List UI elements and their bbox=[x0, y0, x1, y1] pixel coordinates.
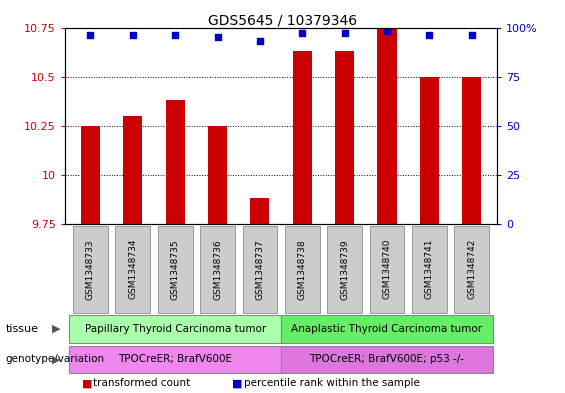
Text: GSM1348733: GSM1348733 bbox=[86, 239, 95, 299]
Text: tissue: tissue bbox=[6, 324, 38, 334]
Bar bbox=[462, 77, 481, 224]
FancyBboxPatch shape bbox=[242, 226, 277, 312]
Text: ▶: ▶ bbox=[52, 324, 61, 334]
Text: ■: ■ bbox=[232, 378, 242, 388]
Bar bbox=[250, 198, 270, 224]
FancyBboxPatch shape bbox=[327, 226, 362, 312]
Text: GSM1348742: GSM1348742 bbox=[467, 239, 476, 299]
FancyBboxPatch shape bbox=[281, 315, 493, 343]
Text: GDS5645 / 10379346: GDS5645 / 10379346 bbox=[208, 14, 357, 28]
FancyBboxPatch shape bbox=[285, 226, 320, 312]
FancyBboxPatch shape bbox=[370, 226, 405, 312]
Text: GSM1348738: GSM1348738 bbox=[298, 239, 307, 299]
Text: GSM1348740: GSM1348740 bbox=[383, 239, 392, 299]
FancyBboxPatch shape bbox=[69, 345, 281, 373]
Point bbox=[467, 32, 476, 39]
FancyBboxPatch shape bbox=[200, 226, 235, 312]
Text: GSM1348741: GSM1348741 bbox=[425, 239, 434, 299]
Point bbox=[213, 34, 222, 40]
Bar bbox=[166, 100, 185, 224]
Text: GSM1348734: GSM1348734 bbox=[128, 239, 137, 299]
Point bbox=[86, 32, 95, 39]
FancyBboxPatch shape bbox=[115, 226, 150, 312]
Bar bbox=[377, 28, 397, 224]
Point bbox=[171, 32, 180, 39]
Point bbox=[298, 30, 307, 37]
Point bbox=[425, 32, 434, 39]
Text: GSM1348735: GSM1348735 bbox=[171, 239, 180, 299]
Text: ■: ■ bbox=[82, 378, 93, 388]
Bar bbox=[293, 51, 312, 224]
Bar bbox=[208, 126, 227, 224]
Bar bbox=[335, 51, 354, 224]
Text: TPOCreER; BrafV600E: TPOCreER; BrafV600E bbox=[118, 354, 232, 364]
Text: genotype/variation: genotype/variation bbox=[6, 354, 105, 364]
FancyBboxPatch shape bbox=[69, 315, 281, 343]
Point bbox=[383, 28, 392, 35]
Bar bbox=[123, 116, 142, 224]
FancyBboxPatch shape bbox=[158, 226, 193, 312]
FancyBboxPatch shape bbox=[412, 226, 447, 312]
Text: ▶: ▶ bbox=[52, 354, 61, 364]
Point bbox=[340, 30, 349, 37]
Text: GSM1348736: GSM1348736 bbox=[213, 239, 222, 299]
FancyBboxPatch shape bbox=[281, 345, 493, 373]
Text: GSM1348739: GSM1348739 bbox=[340, 239, 349, 299]
FancyBboxPatch shape bbox=[73, 226, 108, 312]
Bar bbox=[420, 77, 439, 224]
Text: GSM1348737: GSM1348737 bbox=[255, 239, 264, 299]
Text: TPOCreER; BrafV600E; p53 -/-: TPOCreER; BrafV600E; p53 -/- bbox=[310, 354, 464, 364]
Text: percentile rank within the sample: percentile rank within the sample bbox=[244, 378, 420, 388]
Bar bbox=[81, 126, 100, 224]
Text: Anaplastic Thyroid Carcinoma tumor: Anaplastic Thyroid Carcinoma tumor bbox=[292, 324, 483, 334]
Point bbox=[128, 32, 137, 39]
Point bbox=[255, 38, 264, 44]
Text: transformed count: transformed count bbox=[93, 378, 190, 388]
Text: Papillary Thyroid Carcinoma tumor: Papillary Thyroid Carcinoma tumor bbox=[85, 324, 266, 334]
FancyBboxPatch shape bbox=[454, 226, 489, 312]
